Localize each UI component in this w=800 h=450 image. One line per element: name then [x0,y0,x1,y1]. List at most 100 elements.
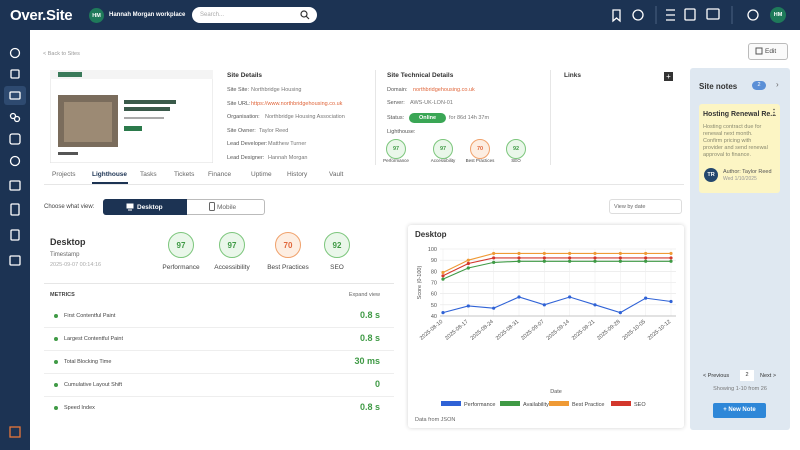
domain-label: Domain: [387,87,408,93]
metric-separator [44,396,394,397]
x-tick-label: 2025-09-21 [571,319,596,342]
data-point [542,256,546,260]
metric-value: 30 ms [354,356,380,366]
next-page[interactable]: Next > [760,373,777,379]
legend-swatch [500,401,520,406]
tab[interactable]: Projects [52,171,76,178]
data-point [644,256,648,260]
score-ring: 97 [386,139,406,159]
x-tick-label: 2025-09-07 [520,319,545,342]
y-axis-label: Score (0-100) [417,266,423,300]
user-avatar[interactable]: HM [770,7,786,23]
data-point [466,304,470,308]
score-ring: 92 [324,232,350,258]
tab[interactable]: Lighthouse [92,171,128,178]
current-page[interactable]: 2 [740,370,754,381]
note-title: Hosting Renewal Re... [703,111,777,118]
workspace-name[interactable]: Hannah Morgan workplace [109,12,186,18]
status-label: Status: [387,115,405,121]
detail-value: Northbridge Housing [251,87,302,93]
legend-label: Availability [523,402,549,408]
metric-name: Speed Index [64,405,95,411]
metric-name: Total Blocking Time [64,359,112,365]
metric-value: 0.8 s [359,402,380,412]
showing-count: Showing 1-10 from 26 [713,386,767,392]
sidebar-icons[interactable] [0,30,30,450]
chart-card [408,225,684,428]
metric-separator [44,373,394,374]
desktop-option[interactable] [103,199,187,215]
tab[interactable]: Tickets [174,171,195,178]
tab[interactable]: Uptime [251,171,272,178]
detail-value: Matthew Turner [268,141,307,147]
metric-value: 0.8 s [359,333,380,343]
y-tick-label: 40 [431,314,437,320]
metric-name: Largest Contentful Paint [64,336,124,342]
timestamp: 2025-09-07 00:14:16 [50,262,102,268]
data-point [492,251,496,256]
data-point [492,306,496,310]
metric-value: 0 [374,379,380,389]
edit-button[interactable] [748,43,788,60]
data-point [441,311,445,315]
legend-swatch [611,401,631,406]
metric-value: 0.8 s [359,310,380,320]
site-thumbnail [50,70,213,163]
data-point [492,256,496,260]
new-note-button[interactable]: + New Note [713,403,766,418]
tab[interactable]: Tasks [140,171,157,178]
data-point [517,259,521,263]
data-point [466,266,470,270]
notes-title: Site notes [699,82,738,91]
tab[interactable]: History [287,171,308,178]
tab[interactable]: Finance [208,171,232,178]
previous-page[interactable]: < Previous [703,373,730,379]
data-point [593,259,597,263]
domain[interactable]: northbridgehousing.co.uk [413,87,475,93]
metric-separator [44,327,394,328]
back-link[interactable]: < Back to Sites [43,51,80,57]
data-point [644,259,648,263]
data-point [618,259,622,263]
series-line [442,252,671,273]
metric-name: Cumulative Layout Shift [64,382,123,388]
tab[interactable]: Vault [329,171,344,178]
legend-label: Performance [464,402,496,408]
note-date: Wed 1/10/2025 [723,176,757,182]
x-tick-label: 2025-09-28 [596,319,621,342]
score-ring: 70 [470,139,490,159]
metric-dot [54,383,58,387]
metric-dot [54,314,58,318]
detail-value[interactable]: https://www.northbridgehousing.co.uk [251,100,343,107]
notes-count: 2 [752,81,766,90]
x-tick-label: 2025-08-31 [495,319,520,342]
score-label: Best Practices [267,264,309,271]
logo[interactable]: Over.Site [10,7,73,24]
add-link-button[interactable]: + [664,72,673,81]
data-point [593,251,597,256]
score-label: Accessibility [430,158,456,163]
score-label: Performance [383,158,409,163]
summary-title: Desktop [50,237,86,247]
x-axis-label: Date [550,389,562,395]
workspace-avatar[interactable]: HM [89,8,104,23]
metric-separator [44,350,394,351]
data-point [542,303,546,307]
note-author: Author: Taylor Reed [723,169,772,175]
search-box[interactable] [192,7,317,23]
view-label: Choose what view: [44,204,95,210]
expand-view[interactable]: Expand view [348,292,380,298]
nav-icons[interactable] [600,0,770,30]
legend-label: SEO [634,402,646,408]
y-tick-label: 60 [431,292,437,298]
uptime: for 86d 14h 37m [449,115,490,121]
chart-footnote: Data from JSON [415,417,455,423]
date-select[interactable] [609,199,682,214]
note-menu[interactable]: ⋮ [770,108,778,117]
data-point [669,299,673,304]
notes-chevron[interactable]: › [776,80,779,89]
mobile-option-label[interactable]: Mobile [217,204,237,211]
